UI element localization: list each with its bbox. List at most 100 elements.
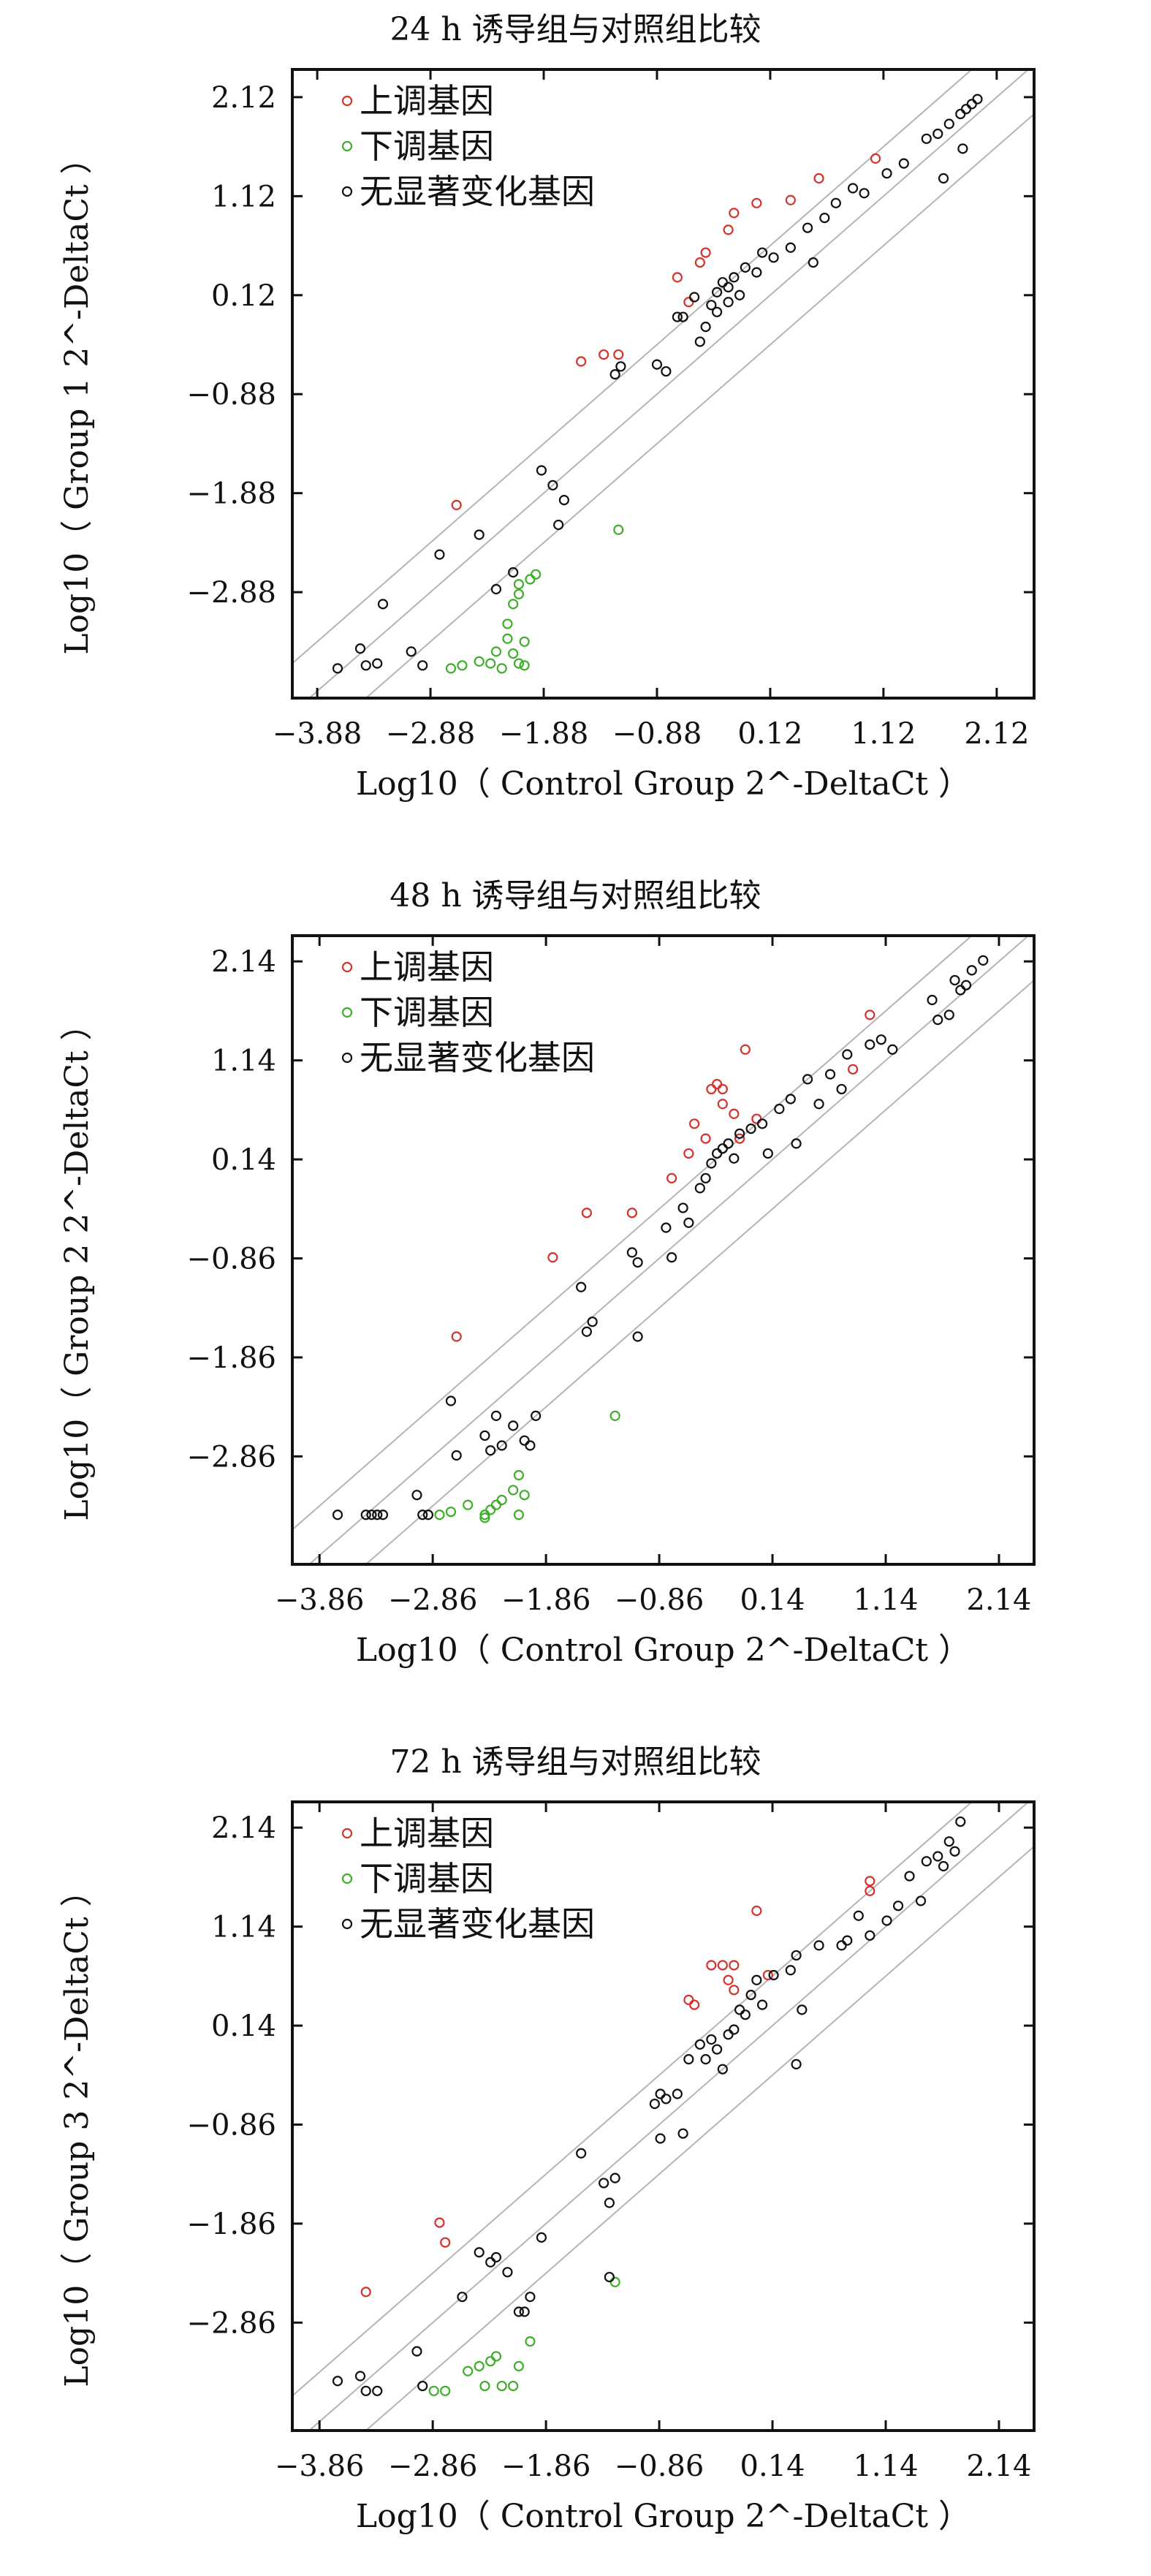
data-point-series-2	[661, 2094, 672, 2105]
x-tick-label: 2.12	[964, 717, 1029, 751]
data-point-series-0	[723, 224, 734, 235]
data-point-series-2	[354, 2371, 366, 2382]
data-point-series-2	[813, 1099, 824, 1110]
data-point-series-0	[451, 499, 462, 511]
data-point-series-2	[615, 361, 626, 372]
data-point-series-2	[791, 1138, 802, 1149]
data-point-series-2	[740, 262, 751, 273]
x-tick-label: −3.88	[273, 717, 362, 751]
data-point-series-2	[887, 1044, 898, 1055]
data-point-series-0	[729, 208, 740, 219]
chart-panel-24h: 24 h 诱导组与对照组比较 −3.88 −2.88 −1.88 −0.88 0.12 1…	[0, 0, 1151, 826]
x-axis-label: Log10（ Control Group 2^-DeltaCt ）	[356, 765, 970, 803]
y-axis-label: Log10（ Group 1 2^-DeltaCt ）	[58, 142, 96, 654]
data-point-series-2	[915, 1895, 927, 1906]
data-point-series-2	[576, 1281, 587, 1292]
data-point-series-2	[729, 2024, 740, 2035]
reference-lines	[292, 69, 1034, 698]
data-point-series-2	[740, 2009, 751, 2020]
data-point-series-2	[377, 1509, 389, 1520]
reference-line	[292, 936, 973, 1531]
data-point-series-2	[632, 1257, 643, 1268]
data-point-series-2	[859, 188, 870, 199]
legend-label: 上调基因	[360, 81, 494, 121]
reference-line	[292, 69, 973, 664]
data-point-series-2	[881, 1915, 892, 1926]
data-point-series-1	[519, 1490, 530, 1501]
data-point-series-2	[474, 529, 485, 540]
data-point-series-2	[496, 1440, 507, 1451]
data-point-series-2	[881, 168, 892, 179]
data-point-series-0	[683, 297, 694, 308]
data-point-series-2	[898, 158, 909, 169]
x-tick-label: 2.14	[966, 2450, 1031, 2483]
data-point-series-2	[694, 336, 705, 347]
data-point-series-0	[865, 1009, 875, 1020]
data-point-series-2	[955, 108, 966, 120]
data-point-series-2	[485, 2257, 496, 2268]
data-point-series-1	[609, 1410, 620, 1421]
data-point-series-2	[729, 272, 740, 283]
y-tick-label: −2.86	[186, 1440, 276, 1474]
data-points	[332, 1816, 966, 2396]
data-point-series-0	[729, 1960, 740, 1971]
data-point-series-2	[655, 2133, 666, 2144]
data-point-series-2	[609, 369, 620, 380]
data-point-series-2	[360, 660, 371, 671]
data-point-series-2	[377, 599, 389, 610]
data-point-series-2	[921, 133, 932, 144]
data-point-series-1	[496, 1494, 507, 1506]
data-point-series-1	[513, 1509, 525, 1520]
data-point-series-2	[536, 465, 547, 476]
scatter-plot-48h: −3.86 −2.86 −1.86 −0.86 0.14 1.14 2.14 −2.86 −1.…	[58, 934, 1036, 1669]
data-point-series-2	[960, 104, 972, 115]
data-point-series-2	[332, 1509, 343, 1520]
data-point-series-2	[417, 1509, 428, 1520]
data-point-series-2	[943, 1009, 954, 1020]
data-point-series-2	[519, 1435, 530, 1446]
data-point-series-2	[525, 2292, 536, 2303]
data-point-series-1	[474, 2360, 485, 2372]
reference-line	[308, 936, 1030, 1564]
data-point-series-2	[700, 322, 711, 333]
data-point-series-1	[474, 656, 485, 667]
data-point-series-1	[428, 2385, 439, 2396]
data-point-series-1	[457, 660, 468, 671]
data-point-series-2	[694, 2039, 705, 2050]
reference-lines	[292, 1802, 1034, 2431]
data-point-series-0	[666, 1173, 677, 1183]
data-point-series-2	[502, 2267, 513, 2278]
data-point-series-2	[949, 974, 960, 986]
data-point-series-2	[865, 1039, 875, 1050]
reference-line	[308, 69, 1030, 698]
data-point-series-2	[712, 306, 723, 317]
data-point-series-1	[496, 2380, 507, 2392]
y-tick-label: −2.86	[186, 2306, 276, 2340]
x-tick-label: 0.14	[740, 2450, 805, 2483]
data-point-series-0	[729, 1108, 740, 1119]
data-point-series-2	[723, 1138, 734, 1149]
data-point-series-2	[966, 965, 977, 976]
data-point-series-1	[440, 2385, 451, 2396]
data-point-series-2	[774, 1103, 785, 1115]
data-point-series-2	[836, 1940, 847, 1951]
data-point-series-0	[785, 194, 796, 205]
data-point-series-0	[672, 272, 683, 283]
data-point-series-2	[734, 2004, 745, 2015]
y-tick-label: −1.88	[186, 477, 276, 511]
y-tick-label: −1.86	[186, 2208, 276, 2241]
scatter-plot-24h: −3.88 −2.88 −1.88 −0.88 0.12 1.12 2.12 −2.88 −1.…	[58, 68, 1036, 803]
data-point-series-1	[490, 646, 502, 657]
data-point-series-2	[865, 1930, 875, 1941]
data-point-series-2	[508, 567, 519, 578]
data-point-series-1	[513, 1470, 525, 1481]
data-point-series-2	[411, 1490, 422, 1501]
data-point-series-2	[513, 2306, 525, 2317]
data-point-series-0	[723, 1974, 734, 1985]
x-tick-label: 0.12	[737, 717, 802, 751]
data-point-series-2	[599, 2178, 609, 2189]
data-point-series-2	[842, 1935, 853, 1946]
data-point-series-2	[756, 247, 768, 258]
data-point-series-0	[762, 1969, 773, 1981]
legend-marker	[341, 1052, 353, 1064]
